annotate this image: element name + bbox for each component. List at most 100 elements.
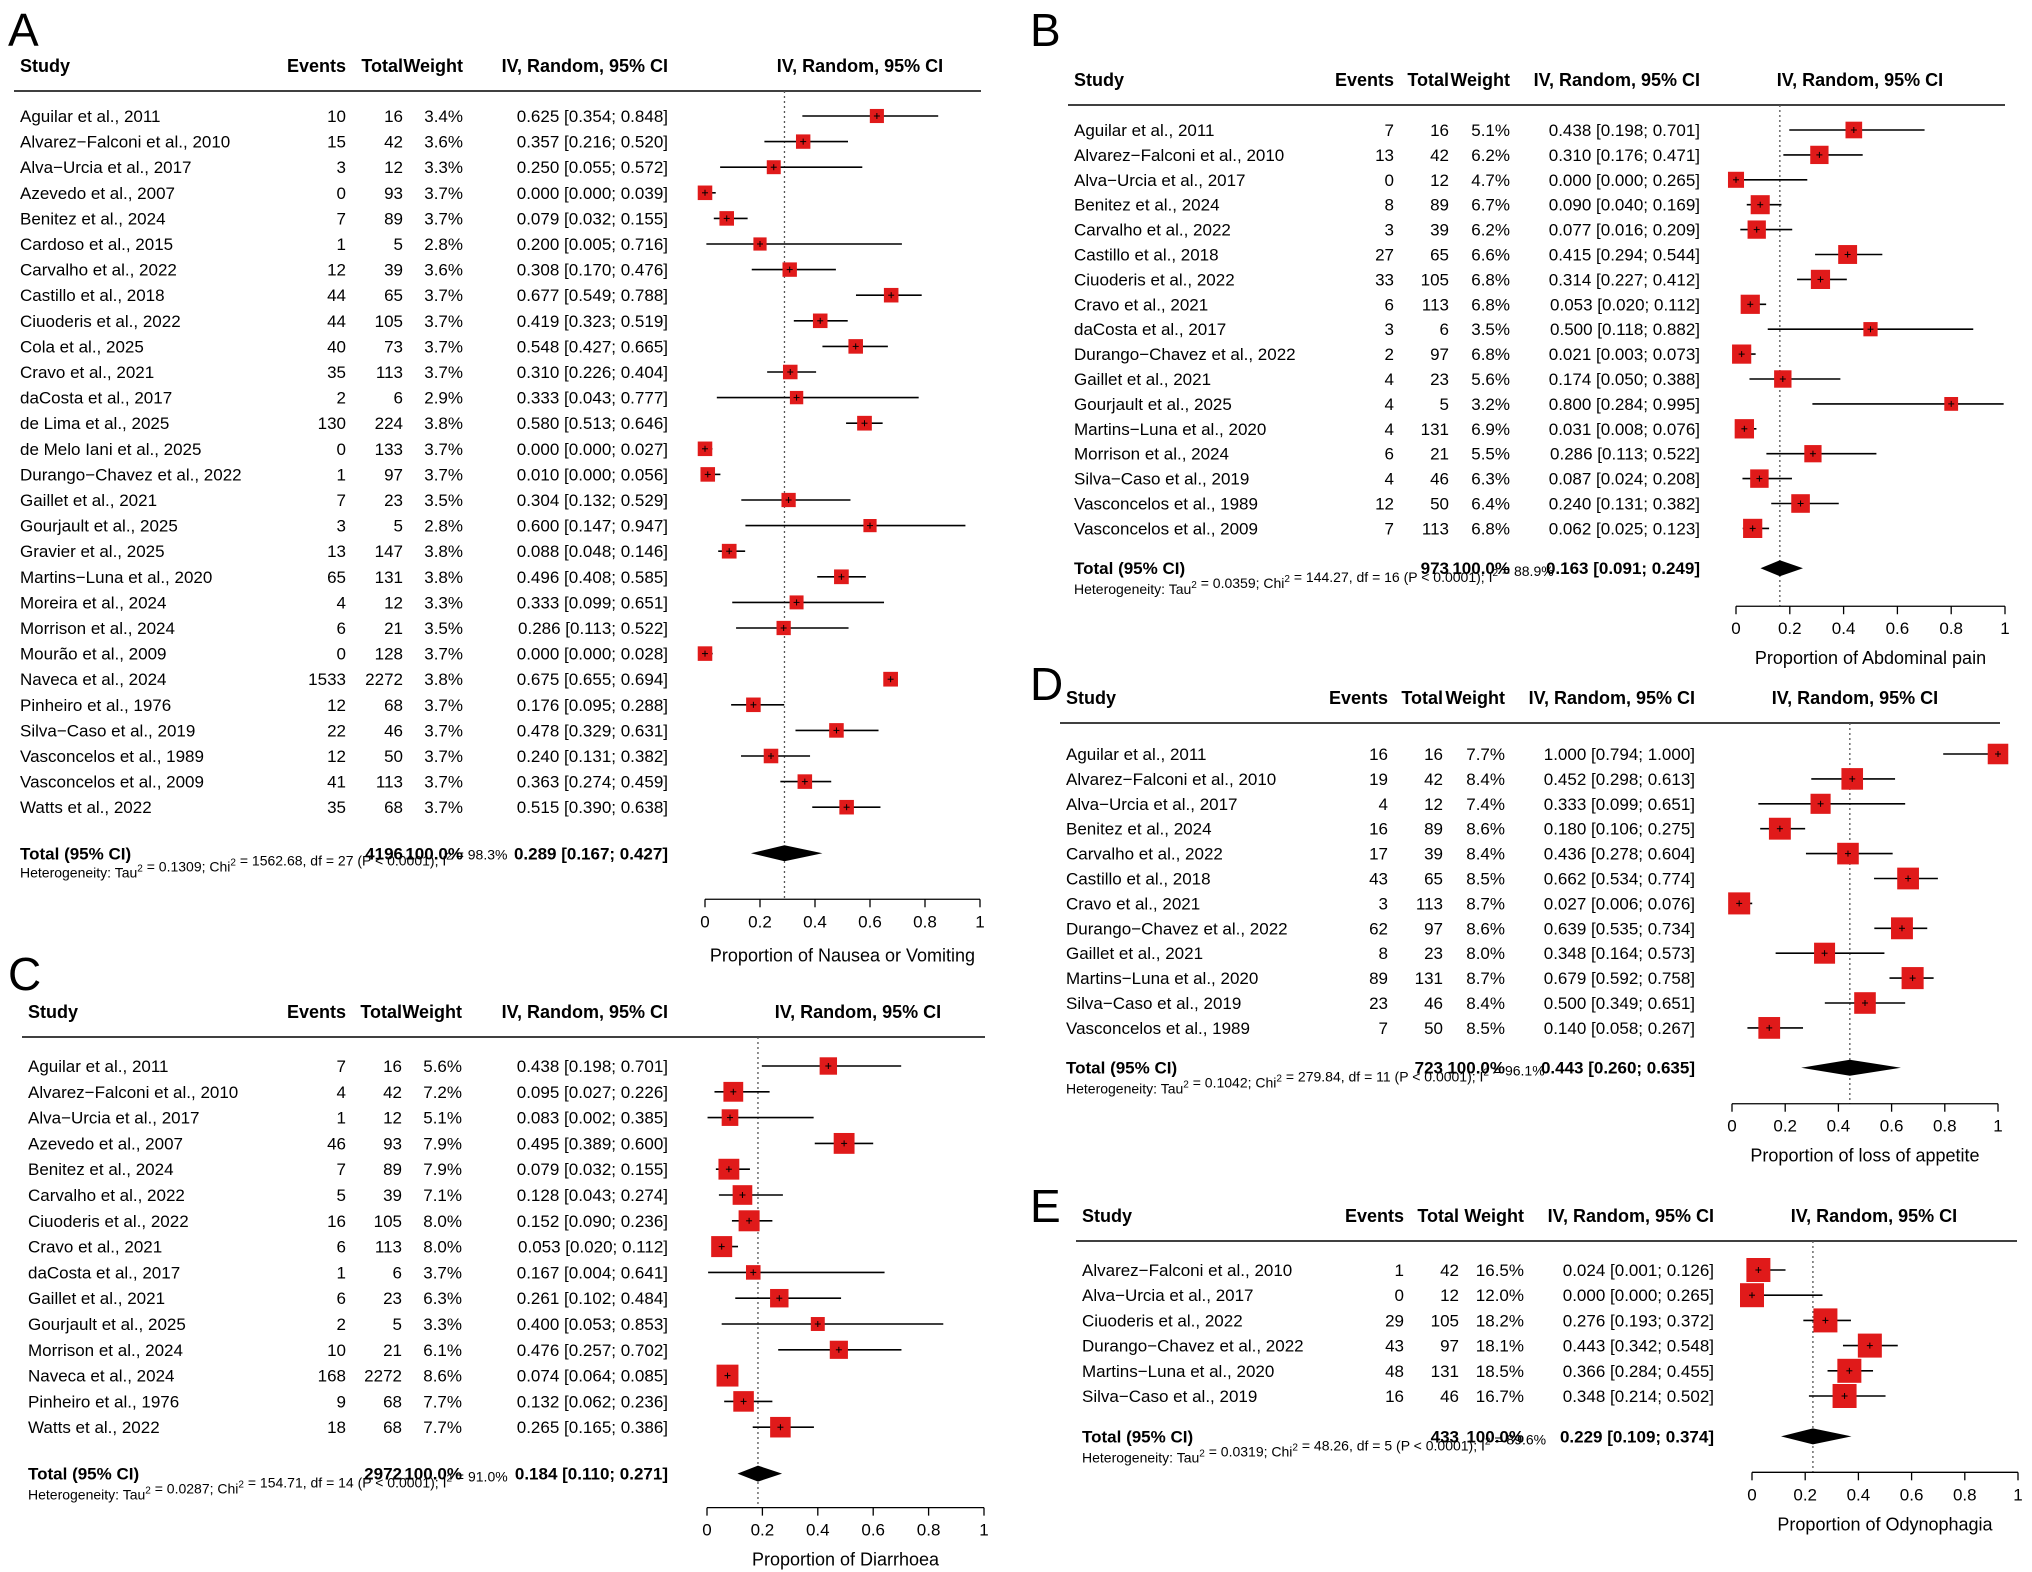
study-name: Silva−Caso et al., 2019 [1074, 470, 1249, 489]
study-total: 5 [1440, 395, 1449, 414]
study-total: 6 [394, 389, 403, 408]
header-ci-plot: IV, Random, 95% CI [1777, 70, 1943, 90]
study-total: 131 [375, 568, 403, 587]
study-name: Vasconcelos et al., 1989 [20, 747, 204, 766]
study-ci: 0.074 [0.064; 0.085] [517, 1367, 668, 1386]
study-name: Silva−Caso et al., 2019 [1082, 1387, 1257, 1406]
study-weight: 3.7% [423, 1263, 462, 1282]
study-ci: 0.495 [0.389; 0.600] [517, 1134, 668, 1153]
total-ci: 0.443 [0.260; 0.635] [1541, 1059, 1695, 1078]
study-total: 113 [376, 363, 403, 382]
study-name: Alva−Urcia et al., 2017 [20, 158, 192, 177]
study-ci: 0.478 [0.329; 0.631] [517, 721, 668, 740]
study-events: 44 [327, 286, 346, 305]
panel-letter: D [1030, 658, 1063, 710]
study-ci: 0.077 [0.016; 0.209] [1549, 221, 1700, 240]
study-total: 16 [384, 107, 403, 126]
study-weight: 2.8% [424, 235, 463, 254]
study-total: 93 [384, 184, 403, 203]
study-ci: 0.265 [0.165; 0.386] [517, 1418, 668, 1437]
study-ci: 0.276 [0.193; 0.372] [1563, 1311, 1714, 1330]
study-name: Martins−Luna et al., 2020 [1066, 969, 1258, 988]
study-weight: 3.5% [424, 619, 463, 638]
study-events: 19 [1369, 770, 1388, 789]
total-weight: 100.0% [1452, 559, 1510, 578]
study-events: 7 [337, 491, 346, 510]
study-weight: 3.7% [424, 645, 463, 664]
study-weight: 8.6% [423, 1367, 462, 1386]
header-study: Study [1074, 70, 1124, 90]
study-total: 16 [383, 1057, 402, 1076]
study-ci: 0.200 [0.005; 0.716] [517, 235, 668, 254]
study-ci: 0.240 [0.131; 0.382] [1549, 495, 1700, 514]
x-tick-label: 0.6 [858, 912, 882, 931]
study-weight: 8.7% [1466, 894, 1505, 913]
study-total: 6 [393, 1263, 402, 1282]
study-ci: 0.363 [0.274; 0.459] [517, 773, 668, 792]
study-ci: 0.443 [0.342; 0.548] [1563, 1337, 1714, 1356]
study-ci: 0.180 [0.106; 0.275] [1544, 820, 1695, 839]
study-total: 5 [394, 235, 403, 254]
study-weight: 6.2% [1471, 221, 1510, 240]
study-total: 16 [1424, 745, 1443, 764]
study-events: 16 [1385, 1387, 1404, 1406]
study-events: 35 [327, 798, 346, 817]
panel-letter: E [1030, 1180, 1061, 1232]
study-ci: 0.496 [0.408; 0.585] [517, 568, 668, 587]
study-ci: 0.140 [0.058; 0.267] [1544, 1019, 1695, 1038]
study-name: Cravo et al., 2021 [28, 1238, 162, 1257]
study-events: 1 [337, 465, 346, 484]
study-name: Moreira et al., 2024 [20, 593, 166, 612]
study-total: 12 [384, 158, 403, 177]
header-total: Total [360, 1002, 402, 1022]
study-ci: 0.079 [0.032; 0.155] [517, 1160, 668, 1179]
panel-d: D Study Events Total Weight IV, Random, 95% C… [1030, 658, 2009, 1166]
study-name: Gravier et al., 2025 [20, 542, 165, 561]
study-weight: 7.9% [423, 1160, 462, 1179]
x-tick-label: 1 [979, 1521, 988, 1540]
study-weight: 6.1% [423, 1341, 462, 1360]
study-total: 21 [383, 1341, 402, 1360]
study-weight: 3.7% [424, 747, 463, 766]
study-name: Castillo et al., 2018 [1066, 870, 1211, 889]
study-name: Gaillet et al., 2021 [28, 1289, 165, 1308]
study-ci: 0.286 [0.113; 0.522] [518, 619, 668, 638]
study-ci: 0.128 [0.043; 0.274] [517, 1186, 668, 1205]
study-ci: 0.662 [0.534; 0.774] [1544, 870, 1695, 889]
study-name: Cravo et al., 2021 [1066, 894, 1200, 913]
study-weight: 6.4% [1471, 495, 1510, 514]
study-ci: 0.476 [0.257; 0.702] [517, 1341, 668, 1360]
study-ci: 0.500 [0.118; 0.882] [1550, 320, 1700, 339]
study-weight: 3.7% [424, 798, 463, 817]
study-weight: 3.7% [424, 465, 463, 484]
study-total: 23 [383, 1289, 402, 1308]
study-ci: 0.010 [0.000; 0.056] [517, 465, 668, 484]
study-total: 89 [1430, 196, 1449, 215]
study-total: 89 [384, 209, 403, 228]
x-tick-label: 0.8 [1953, 1485, 1977, 1504]
x-tick-label: 0.6 [1880, 1117, 1904, 1136]
study-events: 130 [318, 414, 346, 433]
study-ci: 0.090 [0.040; 0.169] [1549, 196, 1700, 215]
study-total: 12 [1440, 1286, 1459, 1305]
x-tick-label: 0 [1747, 1485, 1756, 1504]
study-weight: 3.7% [424, 337, 463, 356]
study-total: 68 [383, 1418, 402, 1437]
study-total: 16 [1430, 121, 1449, 140]
study-total: 23 [384, 491, 403, 510]
study-weight: 8.4% [1466, 994, 1505, 1013]
study-ci: 0.580 [0.513; 0.646] [517, 414, 668, 433]
study-total: 12 [1424, 795, 1443, 814]
study-total: 113 [1422, 295, 1449, 314]
study-weight: 4.7% [1471, 171, 1510, 190]
panel-letter: A [8, 4, 39, 56]
study-total: 105 [1431, 1311, 1459, 1330]
study-total: 68 [384, 696, 403, 715]
study-weight: 5.1% [1471, 121, 1510, 140]
study-total: 2272 [364, 1367, 402, 1386]
study-ci: 0.348 [0.214; 0.502] [1563, 1387, 1714, 1406]
study-total: 5 [393, 1315, 402, 1334]
